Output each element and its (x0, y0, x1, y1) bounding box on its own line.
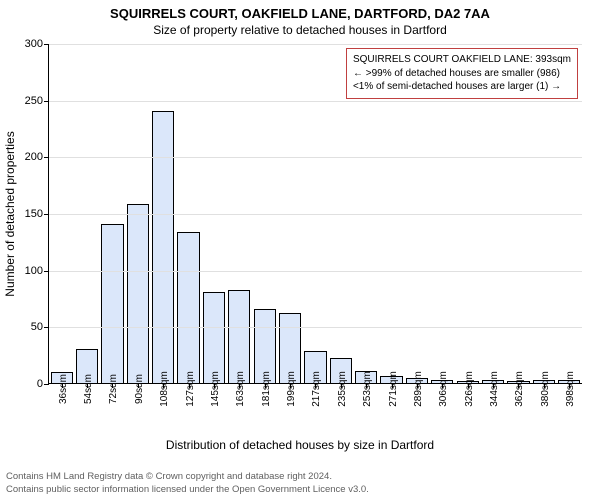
ytick-mark (44, 101, 49, 102)
xtick-label: 199sqm (286, 371, 297, 407)
ytick-label: 300 (25, 38, 43, 50)
xtick-label: 127sqm (185, 371, 196, 407)
ytick-label: 150 (25, 208, 43, 220)
bar (152, 111, 174, 383)
ytick-mark (44, 327, 49, 328)
bar (127, 204, 149, 383)
gridline (49, 44, 582, 45)
footer-line: Contains HM Land Registry data © Crown c… (6, 471, 369, 483)
xtick-label: 289sqm (413, 371, 424, 407)
ytick-label: 100 (25, 265, 43, 277)
ytick-mark (44, 44, 49, 45)
xtick-label: 362sqm (514, 371, 525, 407)
xtick-label: 145sqm (210, 371, 221, 407)
xtick-label: 380sqm (540, 371, 551, 407)
xtick-label: 181sqm (261, 371, 272, 407)
xtick-label: 253sqm (362, 371, 373, 407)
ytick-label: 250 (25, 95, 43, 107)
xtick-label: 326sqm (464, 371, 475, 407)
bar (228, 290, 250, 383)
xtick-label: 108sqm (159, 371, 170, 407)
ytick-mark (44, 271, 49, 272)
xtick-label: 235sqm (337, 371, 348, 407)
x-axis-label: Distribution of detached houses by size … (0, 438, 600, 452)
chart-area: 36sqm54sqm72sqm90sqm108sqm127sqm145sqm16… (48, 44, 582, 384)
gridline (49, 101, 582, 102)
ytick-mark (44, 214, 49, 215)
xtick-label: 271sqm (388, 371, 399, 407)
ytick-label: 200 (25, 151, 43, 163)
bar (101, 224, 123, 383)
ytick-label: 0 (37, 378, 43, 390)
y-axis-label: Number of detached properties (3, 131, 17, 296)
footer-attribution: Contains HM Land Registry data © Crown c… (6, 471, 369, 496)
legend-line: ← >99% of detached houses are smaller (9… (353, 67, 571, 81)
xtick-label: 36sqm (58, 374, 69, 404)
legend-line: <1% of semi-detached houses are larger (… (353, 80, 571, 94)
footer-line: Contains public sector information licen… (6, 484, 369, 496)
legend-line: SQUIRRELS COURT OAKFIELD LANE: 393sqm (353, 53, 571, 67)
xtick-label: 163sqm (235, 371, 246, 407)
bar (203, 292, 225, 383)
legend-box: SQUIRRELS COURT OAKFIELD LANE: 393sqm ← … (346, 48, 578, 99)
ytick-label: 50 (31, 321, 43, 333)
gridline (49, 327, 582, 328)
gridline (49, 157, 582, 158)
ytick-mark (44, 157, 49, 158)
chart-title-main: SQUIRRELS COURT, OAKFIELD LANE, DARTFORD… (0, 0, 600, 21)
xtick-label: 217sqm (311, 371, 322, 407)
xtick-label: 306sqm (438, 371, 449, 407)
gridline (49, 271, 582, 272)
xtick-label: 54sqm (83, 374, 94, 404)
xtick-label: 398sqm (565, 371, 576, 407)
xtick-label: 344sqm (489, 371, 500, 407)
xtick-label: 72sqm (108, 374, 119, 404)
ytick-mark (44, 384, 49, 385)
bar (177, 232, 199, 383)
chart-title-sub: Size of property relative to detached ho… (0, 21, 600, 37)
xtick-label: 90sqm (134, 374, 145, 404)
gridline (49, 214, 582, 215)
